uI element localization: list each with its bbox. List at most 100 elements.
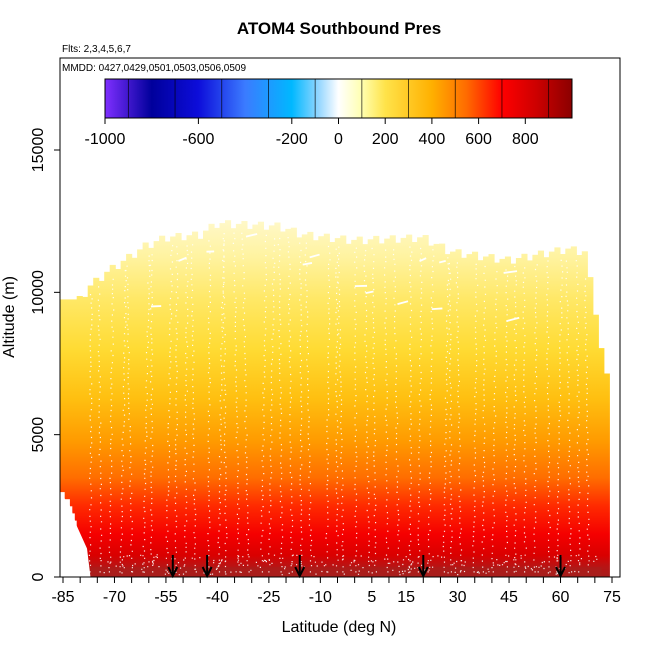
field-column [582,251,588,585]
colorbar-tick-label: 400 [419,131,446,148]
field-edge-strip [60,442,78,450]
field-edge-strip [60,342,78,350]
field-column [165,242,171,586]
field-column [423,235,429,585]
field-column [412,242,418,585]
field-column [489,254,495,585]
colorbar-tick-label: -600 [182,131,214,148]
field-column [170,237,176,586]
field-column [263,230,269,585]
field-edge-strip [60,307,78,315]
field-column [510,264,516,585]
field-edge-strip [60,335,78,343]
field-column [143,243,149,586]
field-column [247,229,253,585]
field-column [500,259,506,585]
field-column [532,255,538,585]
field-edge-strip [60,364,78,372]
y-axis-tick-label: 15000 [30,128,47,173]
x-axis-tick-label: 30 [449,589,467,606]
field-column [390,235,396,585]
field-edge-strip [60,356,78,364]
pressure-field-layer [53,220,610,585]
field-column [593,315,599,585]
field-column [434,244,440,585]
colorbar-tick-label: 800 [512,131,539,148]
x-axis-tick-label: -55 [154,589,177,606]
field-edge-strip [60,378,78,386]
field-surface-band [90,567,601,583]
y-axis-label: Altitude (m) [1,276,18,358]
field-column [252,225,258,585]
field-column [115,269,121,585]
y-axis-tick-label: 5000 [30,417,47,453]
field-column [494,263,500,585]
x-axis-tick-label: 75 [603,589,621,606]
field-column [587,277,593,585]
field-column [236,224,242,585]
field-column [159,236,165,585]
field-column [307,232,313,585]
field-edge-strip [60,392,78,400]
field-column [450,252,456,585]
field-column [598,348,604,585]
x-axis-tick-label: 15 [397,589,415,606]
field-column [395,243,401,585]
field-column [478,260,484,585]
field-edge-strip [60,449,78,457]
field-edge-strip [60,328,78,336]
field-column [110,265,116,585]
field-column [417,237,423,585]
field-edge-strip [60,420,78,428]
field-column [560,254,566,585]
x-axis-tick-label: 45 [500,589,518,606]
field-column [521,254,527,585]
field-edge-strip [60,470,78,478]
field-column [241,221,247,585]
field-column [132,258,138,585]
field-column [302,234,308,585]
field-column [401,238,407,585]
field-column [373,236,379,585]
colorbar-tick-label: -200 [276,131,308,148]
chart-title: ATOM4 Southbound Pres [237,19,441,38]
x-axis-tick-label: -10 [309,589,332,606]
field-edge-strip [60,314,78,322]
flights-subtitle: Flts: 2,3,4,5,6,7 [62,44,131,55]
field-column [137,249,143,585]
field-column [346,244,352,585]
field-column [483,257,489,586]
field-column [456,249,462,585]
field-column [93,278,99,585]
field-edge-strip [60,399,78,407]
x-axis-label: Latitude (deg N) [282,619,397,636]
field-edge-strip [60,435,78,443]
x-axis-tick-label: 5 [367,589,376,606]
field-column [121,261,127,585]
field-edge-strip [60,349,78,357]
field-column [549,252,555,585]
field-column [461,258,467,585]
field-column [230,228,236,585]
field-column [187,235,193,585]
field-column [362,244,368,585]
field-column [225,220,231,585]
field-edge-strip [60,477,78,485]
flight-level-segment [432,308,443,309]
field-column [472,252,478,585]
field-column [329,242,335,585]
field-column [357,237,363,585]
field-column [291,228,297,585]
field-edge-strip [60,385,78,393]
y-axis-tick-label: 0 [30,572,47,581]
field-column [439,244,445,585]
field-edge-strip [60,413,78,421]
field-edge-strip [60,299,78,307]
field-edge-strip [60,371,78,379]
dates-subtitle: MMDD: 0427,0429,0501,0503,0506,0509 [62,63,246,74]
x-axis-tick-label: -25 [257,589,280,606]
